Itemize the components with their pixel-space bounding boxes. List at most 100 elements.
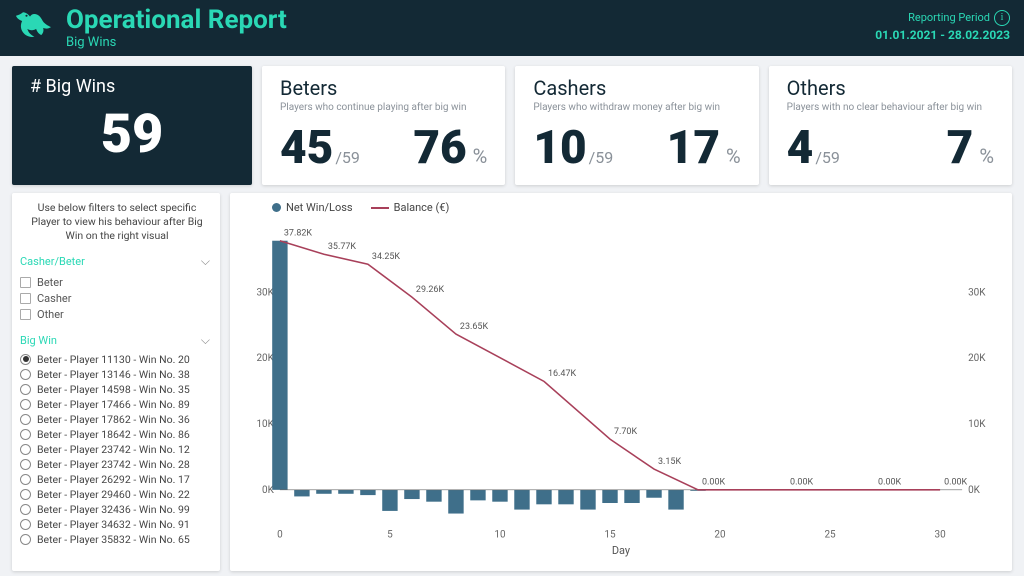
radio-list[interactable]: Beter - Player 11130 - Win No. 20 Beter -… bbox=[20, 352, 220, 547]
header: Operational Report Big Wins Reporting Pe… bbox=[0, 0, 1024, 56]
card-sub: Players who continue playing after big w… bbox=[280, 102, 487, 113]
filter-big-win[interactable]: Big Win ⌵ bbox=[20, 329, 220, 352]
radio-label: Beter - Player 34632 - Win No. 91 bbox=[37, 518, 190, 531]
radio-icon bbox=[20, 429, 31, 440]
radio-item[interactable]: Beter - Player 29460 - Win No. 22 bbox=[20, 487, 218, 502]
card-val: 10 bbox=[533, 121, 586, 175]
radio-label: Beter - Player 13146 - Win No. 38 bbox=[37, 368, 190, 381]
checkbox-item[interactable]: Other bbox=[20, 307, 220, 323]
pct-sym: % bbox=[726, 144, 741, 168]
radio-icon bbox=[20, 369, 31, 380]
card-title: Others bbox=[787, 76, 994, 100]
svg-text:10: 10 bbox=[494, 529, 505, 540]
radio-item[interactable]: Beter - Player 17862 - Win No. 36 bbox=[20, 412, 218, 427]
card-pct: 7 bbox=[947, 121, 974, 175]
svg-text:0: 0 bbox=[277, 529, 283, 540]
svg-text:34.25K: 34.25K bbox=[372, 252, 400, 262]
radio-icon bbox=[20, 354, 31, 365]
radio-item[interactable]: Beter - Player 17466 - Win No. 89 bbox=[20, 397, 218, 412]
radio-item[interactable]: Beter - Player 13146 - Win No. 38 bbox=[20, 367, 218, 382]
legend-bar-label: Net Win/Loss bbox=[286, 201, 353, 214]
svg-text:0.00K: 0.00K bbox=[944, 478, 967, 488]
radio-label: Beter - Player 35832 - Win No. 65 bbox=[37, 533, 190, 546]
svg-text:16.47K: 16.47K bbox=[548, 369, 576, 379]
svg-text:0.00K: 0.00K bbox=[790, 478, 813, 488]
radio-icon bbox=[20, 519, 31, 530]
checkbox-icon bbox=[20, 293, 31, 304]
card-pct: 17 bbox=[667, 121, 720, 175]
card-title: Cashers bbox=[533, 76, 740, 100]
svg-text:29.26K: 29.26K bbox=[416, 285, 444, 295]
radio-label: Beter - Player 17862 - Win No. 36 bbox=[37, 413, 190, 426]
radio-icon bbox=[20, 534, 31, 545]
radio-label: Beter - Player 18642 - Win No. 86 bbox=[37, 428, 190, 441]
radio-label: Beter - Player 14598 - Win No. 35 bbox=[37, 383, 190, 396]
card-others: Others Players with no clear behaviour a… bbox=[769, 66, 1012, 185]
radio-icon bbox=[20, 459, 31, 470]
big-wins-value: 59 bbox=[30, 103, 234, 166]
period-dates: 01.01.2021 - 28.02.2023 bbox=[875, 28, 1010, 42]
checkbox-label: Casher bbox=[37, 292, 71, 305]
summary-cards: # Big Wins 59 Beters Players who continu… bbox=[0, 56, 1024, 193]
svg-text:10K: 10K bbox=[968, 419, 986, 430]
checkbox-item[interactable]: Casher bbox=[20, 291, 220, 307]
radio-item[interactable]: Beter - Player 35832 - Win No. 65 bbox=[20, 532, 218, 547]
card-big-wins: # Big Wins 59 bbox=[12, 66, 252, 185]
radio-icon bbox=[20, 399, 31, 410]
page-subtitle: Big Wins bbox=[66, 35, 287, 50]
svg-text:0K: 0K bbox=[968, 485, 980, 496]
svg-text:3.15K: 3.15K bbox=[658, 457, 681, 467]
card-val: 4 bbox=[787, 121, 814, 175]
radio-label: Beter - Player 32436 - Win No. 99 bbox=[37, 503, 190, 516]
info-icon[interactable]: i bbox=[994, 10, 1010, 26]
radio-item[interactable]: Beter - Player 18642 - Win No. 86 bbox=[20, 427, 218, 442]
svg-text:5: 5 bbox=[387, 529, 393, 540]
svg-text:15: 15 bbox=[604, 529, 615, 540]
checkbox-item[interactable]: Beter bbox=[20, 275, 220, 291]
radio-label: Beter - Player 29460 - Win No. 22 bbox=[37, 488, 190, 501]
radio-icon bbox=[20, 444, 31, 455]
svg-text:0.00K: 0.00K bbox=[702, 478, 725, 488]
svg-text:Day: Day bbox=[612, 544, 631, 557]
card-denom: /59 bbox=[335, 148, 360, 167]
svg-text:23.65K: 23.65K bbox=[460, 322, 488, 332]
card-title: # Big Wins bbox=[30, 76, 234, 97]
radio-item[interactable]: Beter - Player 14598 - Win No. 35 bbox=[20, 382, 218, 397]
page-title: Operational Report bbox=[66, 7, 287, 33]
radio-label: Beter - Player 23742 - Win No. 12 bbox=[37, 443, 190, 456]
radio-item[interactable]: Beter - Player 32436 - Win No. 99 bbox=[20, 502, 218, 517]
svg-text:20K: 20K bbox=[968, 353, 986, 364]
card-beters: Beters Players who continue playing afte… bbox=[262, 66, 505, 185]
radio-label: Beter - Player 23742 - Win No. 28 bbox=[37, 458, 190, 471]
radio-item[interactable]: Beter - Player 23742 - Win No. 12 bbox=[20, 442, 218, 457]
filter-sidebar: Use below filters to select specific Pla… bbox=[12, 193, 220, 571]
filter-casher-beter[interactable]: Casher/Beter ⌵ bbox=[20, 250, 220, 273]
card-cashers: Cashers Players who withdraw money after… bbox=[515, 66, 758, 185]
reporting-period: Reporting Period i 01.01.2021 - 28.02.20… bbox=[875, 6, 1010, 42]
svg-text:25: 25 bbox=[824, 529, 835, 540]
radio-item[interactable]: Beter - Player 23742 - Win No. 28 bbox=[20, 457, 218, 472]
card-val: 45 bbox=[280, 121, 333, 175]
svg-text:20: 20 bbox=[714, 529, 725, 540]
checkbox-icon bbox=[20, 309, 31, 320]
svg-text:37.82K: 37.82K bbox=[284, 228, 312, 238]
radio-item[interactable]: Beter - Player 26292 - Win No. 17 bbox=[20, 472, 218, 487]
radio-item[interactable]: Beter - Player 34632 - Win No. 91 bbox=[20, 517, 218, 532]
radio-label: Beter - Player 26292 - Win No. 17 bbox=[37, 473, 190, 486]
combo-chart: 0K0K10K10K20K20K30K30K051015202530Day37.… bbox=[242, 216, 1000, 558]
radio-item[interactable]: Beter - Player 11130 - Win No. 20 bbox=[20, 352, 218, 367]
filter-label: Big Win bbox=[20, 334, 57, 347]
card-pct: 76 bbox=[413, 121, 466, 175]
radio-label: Beter - Player 11130 - Win No. 20 bbox=[37, 353, 190, 366]
checkbox-label: Other bbox=[37, 308, 64, 321]
svg-text:30K: 30K bbox=[968, 287, 986, 298]
radio-icon bbox=[20, 489, 31, 500]
checkbox-list: BeterCasher Other bbox=[20, 273, 220, 329]
svg-text:35.77K: 35.77K bbox=[328, 242, 356, 252]
card-denom: /59 bbox=[815, 148, 840, 167]
svg-text:20K: 20K bbox=[256, 353, 274, 364]
radio-label: Beter - Player 17466 - Win No. 89 bbox=[37, 398, 190, 411]
chart-panel: Net Win/Loss Balance (€) 0K0K10K10K20K20… bbox=[230, 193, 1012, 571]
period-label: Reporting Period bbox=[908, 11, 990, 24]
sidebar-hint: Use below filters to select specific Pla… bbox=[20, 201, 220, 250]
